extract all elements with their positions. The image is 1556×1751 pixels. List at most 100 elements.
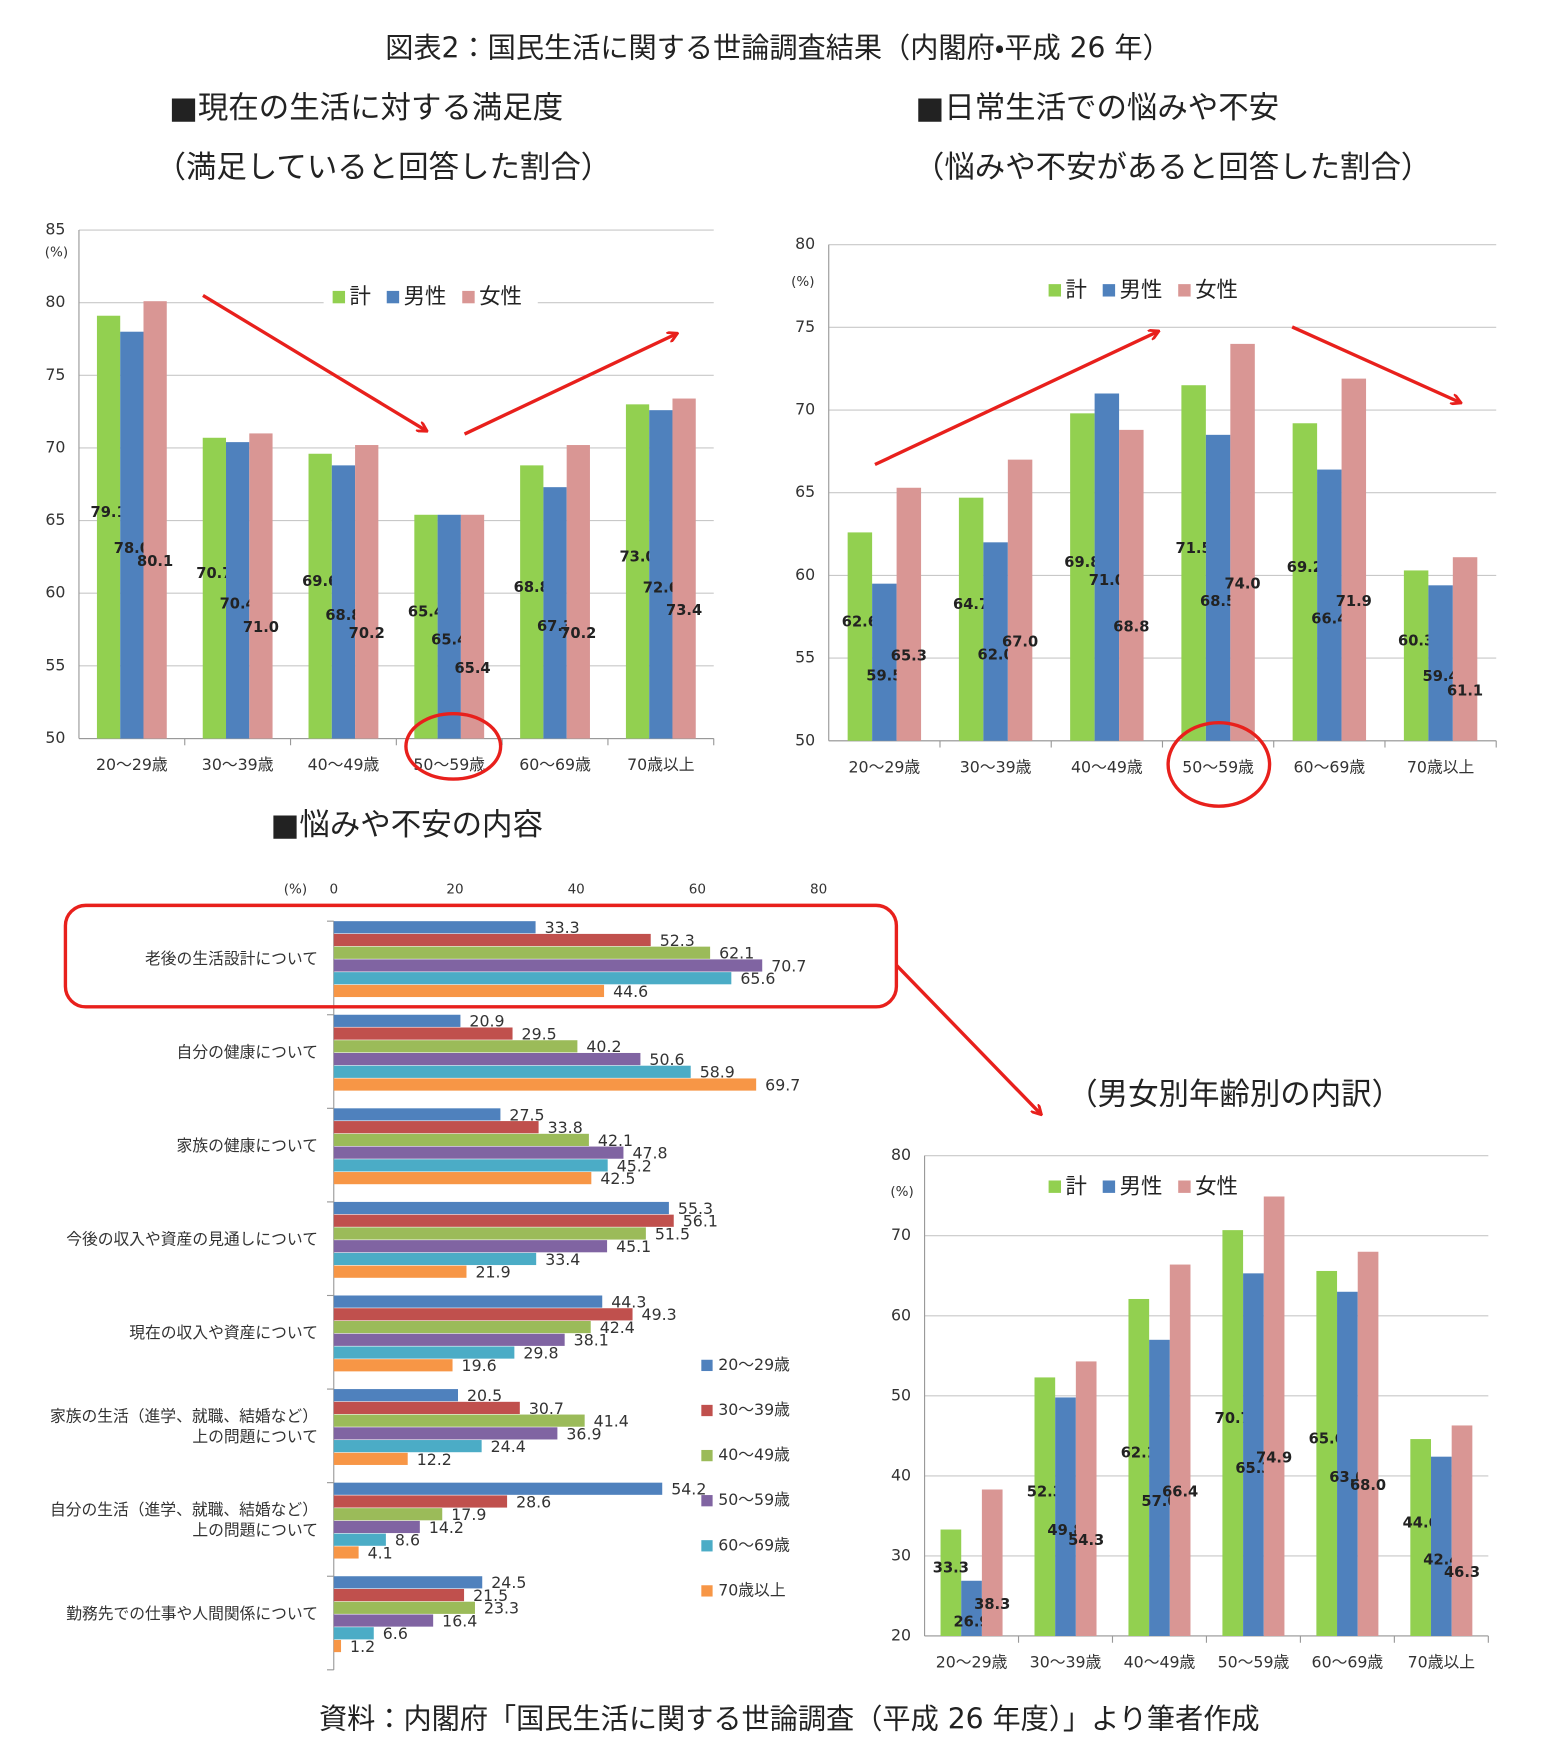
chart-title: ■日常生活での悩みや不安 [916, 91, 1280, 126]
bar [983, 542, 1008, 741]
value-label: 12.2 [417, 1450, 452, 1469]
value-label: 1.2 [350, 1637, 375, 1656]
legend-swatch [701, 1449, 713, 1462]
bar [333, 1252, 537, 1266]
y-tick-label: 40 [891, 1465, 911, 1484]
x-tick-label: 20 [446, 882, 463, 898]
value-label: 33.3 [933, 1560, 969, 1577]
y-tick-label: 上の問題について [192, 1521, 318, 1540]
bar [961, 1580, 982, 1636]
bar [1317, 469, 1342, 741]
trend-arrow [463, 334, 677, 436]
bar [1205, 434, 1231, 741]
chart-subtitle: （悩みや不安があると回答した割合） [914, 151, 1431, 186]
value-label: 47.8 [632, 1144, 667, 1163]
bar [333, 1546, 359, 1559]
bar [333, 1576, 483, 1589]
bar [308, 453, 332, 739]
y-tick-label: 家族の生活（進学、就職、結婚など） [50, 1407, 318, 1426]
legend-label: 30～39歳 [718, 1400, 790, 1419]
value-label: 71.5 [1176, 540, 1212, 557]
value-label: 66.4 [1311, 610, 1347, 627]
legend-swatch [701, 1540, 713, 1552]
x-tick-label: 30～39歳 [960, 757, 1032, 776]
bar [333, 1121, 539, 1134]
legend-swatch [1102, 1180, 1116, 1193]
bar [333, 1520, 420, 1534]
value-label: 71.9 [1336, 593, 1372, 610]
bar [1431, 1456, 1452, 1636]
value-label: 65.4 [431, 632, 467, 649]
bar [1181, 385, 1206, 741]
bar [896, 487, 922, 741]
bar [333, 1108, 501, 1121]
y-axis-unit: (%) [890, 1184, 913, 1200]
y-tick-label: 55 [45, 655, 65, 674]
value-label: 24.5 [491, 1573, 526, 1592]
value-label: 16.4 [442, 1611, 477, 1630]
chart-title: ■現在の生活に対する満足度 [169, 91, 563, 126]
bar [333, 921, 536, 934]
bar [1452, 557, 1478, 741]
bar [1119, 429, 1144, 741]
value-label: 71.0 [1089, 572, 1125, 589]
value-label: 74.9 [1256, 1450, 1292, 1467]
y-tick-label: 50 [795, 730, 815, 749]
value-label: 29.8 [523, 1343, 558, 1362]
bar [940, 1529, 962, 1636]
value-label: 70.2 [560, 625, 596, 642]
bar [333, 1495, 508, 1508]
bar [333, 1078, 757, 1091]
bar [333, 1627, 374, 1640]
bar [333, 1639, 342, 1653]
bar [414, 514, 438, 739]
y-tick-label: 家族の健康について [177, 1136, 318, 1155]
y-tick-label: 70 [45, 437, 65, 456]
bar [333, 1027, 513, 1040]
y-tick-label: 50 [891, 1385, 911, 1404]
value-label: 8.6 [395, 1531, 420, 1550]
y-tick-label: 自分の生活（進学、就職、結婚など） [50, 1500, 318, 1519]
y-tick-label: 70 [795, 400, 815, 419]
y-tick-label: 50 [45, 728, 65, 747]
value-label: 70.2 [349, 625, 385, 642]
chart-title: （男女別年齢別の内訳） [1067, 1077, 1402, 1112]
value-label: 69.7 [765, 1075, 800, 1094]
legend-label: 70歳以上 [718, 1580, 785, 1599]
detail-arrow [895, 963, 1040, 1114]
bar [958, 497, 984, 741]
value-label: 46.3 [1444, 1564, 1480, 1581]
x-tick-label: 50～59歳 [1218, 1653, 1290, 1672]
value-label: 69.8 [1064, 554, 1100, 571]
value-label: 62.1 [719, 944, 754, 963]
x-tick-label: 70歳以上 [1408, 1653, 1475, 1672]
bar [1034, 1377, 1056, 1636]
trend-arrow [202, 293, 426, 430]
y-tick-label: 20 [891, 1625, 911, 1644]
value-label: 70.7 [771, 956, 806, 975]
value-label: 57.0 [1141, 1493, 1177, 1510]
value-label: 68.8 [325, 607, 361, 624]
bar [226, 442, 250, 739]
value-label: 45.2 [617, 1156, 652, 1175]
highlight-box [63, 903, 899, 1009]
value-label: 78.0 [114, 540, 150, 557]
bar [1070, 413, 1095, 741]
legend-background [323, 281, 538, 314]
bar [437, 514, 461, 739]
legend: 計 男性 女性 [1039, 1171, 1254, 1204]
legend-label: 40～49歳 [718, 1445, 790, 1464]
value-label: 59.4 [1423, 668, 1459, 685]
y-tick-label: 上の問題について [192, 1427, 318, 1446]
value-label: 27.5 [509, 1105, 544, 1124]
legend-label: 50～59歳 [718, 1490, 790, 1509]
value-label: 54.3 [1068, 1532, 1104, 1549]
y-tick-label: 75 [45, 365, 65, 384]
source-note: 資料：内閣府「国民生活に関する世論調査（平成 26 年度）」より筆者作成 [319, 1703, 1260, 1736]
legend-label: 計 [1066, 1174, 1087, 1199]
value-label: 62.1 [1121, 1444, 1157, 1461]
bar [333, 1508, 443, 1521]
trend-arrow [874, 331, 1158, 467]
